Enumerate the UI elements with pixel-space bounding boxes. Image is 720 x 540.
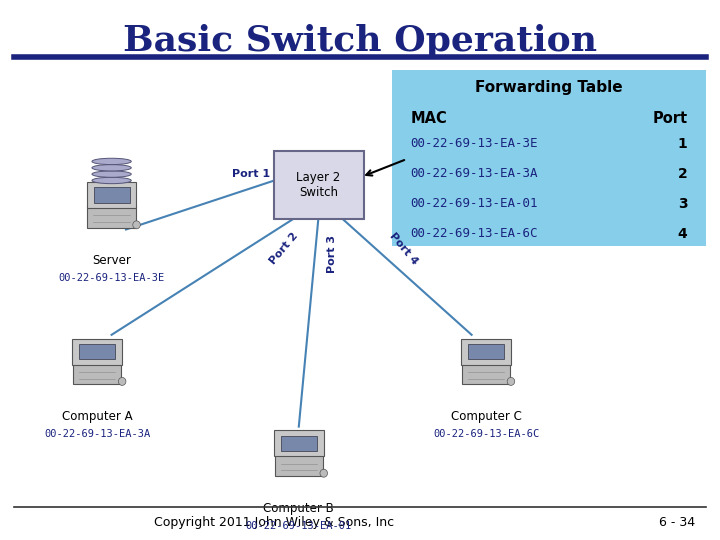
Text: 00-22-69-13-EA-6C: 00-22-69-13-EA-6C (410, 227, 538, 240)
FancyBboxPatch shape (462, 339, 511, 364)
Ellipse shape (92, 177, 131, 184)
FancyBboxPatch shape (462, 363, 510, 384)
FancyBboxPatch shape (274, 430, 324, 456)
Text: Port 3: Port 3 (327, 235, 336, 273)
Text: Copyright 2011 John Wiley & Sons, Inc: Copyright 2011 John Wiley & Sons, Inc (153, 516, 394, 529)
FancyBboxPatch shape (392, 70, 706, 246)
Text: 2: 2 (678, 167, 688, 181)
Ellipse shape (92, 165, 131, 171)
FancyBboxPatch shape (274, 455, 323, 476)
Text: 3: 3 (678, 197, 688, 211)
Text: Port 4: Port 4 (387, 231, 419, 266)
FancyBboxPatch shape (86, 182, 137, 208)
FancyBboxPatch shape (73, 363, 121, 384)
Text: MAC: MAC (410, 111, 447, 126)
Text: 00-22-69-13-EA-3A: 00-22-69-13-EA-3A (44, 429, 150, 440)
Text: 00-22-69-13-EA-3E: 00-22-69-13-EA-3E (410, 137, 538, 150)
Text: Forwarding Table: Forwarding Table (475, 80, 623, 95)
Text: 1: 1 (678, 137, 688, 151)
FancyBboxPatch shape (88, 206, 135, 228)
Text: 6 - 34: 6 - 34 (659, 516, 695, 529)
Text: 00-22-69-13-EA-6C: 00-22-69-13-EA-6C (433, 429, 539, 440)
Text: Port 2: Port 2 (269, 231, 300, 266)
Text: 00-22-69-13-EA-01: 00-22-69-13-EA-01 (246, 521, 352, 531)
Text: 00-22-69-13-EA-3A: 00-22-69-13-EA-3A (410, 167, 538, 180)
FancyBboxPatch shape (94, 187, 130, 203)
Text: Computer C: Computer C (451, 410, 521, 423)
Ellipse shape (507, 377, 515, 386)
FancyBboxPatch shape (281, 436, 317, 451)
Ellipse shape (132, 221, 140, 229)
Ellipse shape (320, 469, 328, 477)
FancyBboxPatch shape (274, 151, 364, 219)
FancyBboxPatch shape (468, 344, 504, 360)
Ellipse shape (92, 171, 131, 177)
Text: Computer A: Computer A (62, 410, 132, 423)
Text: Port: Port (652, 111, 688, 126)
Text: 00-22-69-13-EA-3E: 00-22-69-13-EA-3E (58, 273, 165, 283)
Text: Basic Switch Operation: Basic Switch Operation (123, 24, 597, 58)
FancyBboxPatch shape (72, 339, 122, 364)
Text: 00-22-69-13-EA-01: 00-22-69-13-EA-01 (410, 197, 538, 210)
Text: Port 1: Port 1 (232, 169, 270, 179)
Ellipse shape (92, 158, 131, 165)
Text: Computer B: Computer B (264, 502, 334, 515)
Text: Server: Server (92, 254, 131, 267)
Ellipse shape (118, 377, 126, 386)
Text: Layer 2
Switch: Layer 2 Switch (297, 171, 341, 199)
FancyBboxPatch shape (79, 344, 115, 360)
Text: 4: 4 (678, 227, 688, 241)
